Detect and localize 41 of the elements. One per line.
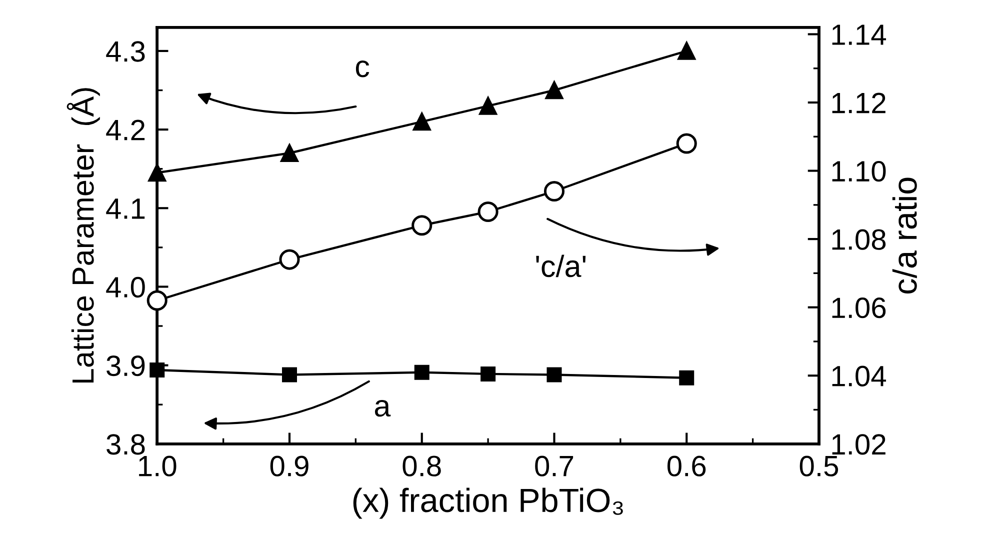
y-tick-label: 4.3 <box>106 41 145 62</box>
x-tick-label: 0.5 <box>800 456 838 476</box>
series-label: a <box>374 400 391 417</box>
x-tick-label: 0.7 <box>535 456 574 476</box>
series-label: 'c/a' <box>536 254 586 278</box>
point <box>412 112 431 131</box>
x-tick-label: 1.0 <box>139 456 176 476</box>
y2-tick-label: 1.08 <box>832 229 886 250</box>
y2-tick-label: 1.14 <box>832 24 886 45</box>
point <box>478 201 498 222</box>
point <box>544 180 565 202</box>
point <box>280 144 298 162</box>
point <box>414 364 430 380</box>
y2-tick-label: 1.06 <box>832 298 886 318</box>
point <box>146 290 168 311</box>
y-tick-label: 4.2 <box>106 120 145 140</box>
y2-tick-label: 1.02 <box>832 434 886 455</box>
x-tick-label: 0.9 <box>270 456 308 476</box>
series-label: c <box>356 60 370 78</box>
x-tick-label: 0.8 <box>402 456 441 476</box>
point <box>412 215 432 236</box>
y2-axis-title: c/a ratio <box>892 178 917 294</box>
point <box>480 366 496 382</box>
point <box>676 133 697 154</box>
point <box>479 97 497 115</box>
y-tick-label: 3.8 <box>106 434 145 455</box>
y2-tick-label: 1.04 <box>832 366 886 386</box>
point <box>545 81 564 100</box>
y-tick-label: 4.0 <box>106 276 145 298</box>
y-axis-title: Lattice Parameter (Å) <box>66 88 100 383</box>
y-tick-label: 3.9 <box>106 356 145 376</box>
x-axis-title: (x) fraction PbTiO₃ <box>353 488 623 519</box>
x-tick-label: 0.6 <box>667 456 706 476</box>
y-tick-label: 4.1 <box>106 198 145 219</box>
y2-tick-label: 1.10 <box>832 160 886 182</box>
point <box>282 367 297 382</box>
point <box>679 370 694 386</box>
point <box>546 367 562 382</box>
y2-tick-label: 1.12 <box>832 92 886 114</box>
point <box>678 42 696 60</box>
point <box>279 249 300 270</box>
